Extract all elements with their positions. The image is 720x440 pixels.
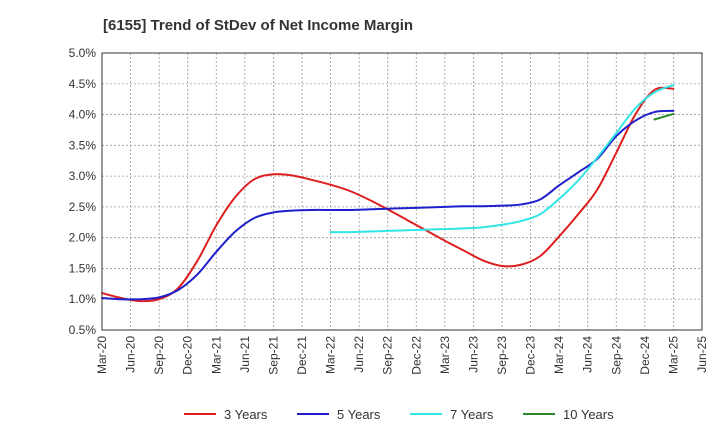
x-tick-label: Dec-21 bbox=[295, 336, 309, 375]
x-tick-label: Dec-20 bbox=[181, 336, 195, 375]
y-tick-label: 4.0% bbox=[69, 108, 97, 122]
x-tick-label: Mar-25 bbox=[666, 336, 680, 374]
legend-item-3-years: 3 Years bbox=[184, 407, 268, 422]
x-tick-label: Dec-23 bbox=[524, 336, 538, 375]
series-line-7-years bbox=[329, 84, 675, 234]
legend: 3 Years 5 Years 7 Years 10 Years bbox=[184, 407, 614, 422]
plot-background bbox=[102, 53, 702, 330]
x-tick-label: Sep-24 bbox=[609, 336, 623, 375]
x-tick-label: Jun-21 bbox=[238, 336, 252, 373]
y-tick-label: 1.0% bbox=[69, 292, 97, 306]
x-tick-label: Mar-21 bbox=[209, 336, 223, 374]
x-tick-label: Dec-24 bbox=[638, 336, 652, 375]
x-tick-label: Sep-20 bbox=[152, 336, 166, 375]
x-tick-label: Mar-24 bbox=[552, 336, 566, 374]
x-tick-label: Sep-22 bbox=[381, 336, 395, 375]
x-tick-label: Jun-24 bbox=[581, 336, 595, 373]
legend-label: 3 Years bbox=[224, 407, 268, 422]
y-tick-label: 0.5% bbox=[69, 323, 97, 337]
x-tick-label: Jun-22 bbox=[352, 336, 366, 373]
y-tick-label: 3.5% bbox=[69, 138, 97, 152]
plot-area bbox=[102, 53, 702, 330]
legend-label: 5 Years bbox=[337, 407, 381, 422]
legend-item-7-years: 7 Years bbox=[410, 407, 494, 422]
y-axis: 0.5% 1.0% 1.5% 2.0% 2.5% 3.0% 3.5% 4.0% 4.5% 5.0% bbox=[69, 46, 97, 337]
y-tick-label: 4.5% bbox=[69, 77, 97, 91]
x-tick-label: Mar-22 bbox=[324, 336, 338, 374]
plot-border bbox=[101, 52, 703, 331]
x-tick-label: Dec-22 bbox=[409, 336, 423, 375]
x-tick-label: Sep-21 bbox=[266, 336, 280, 375]
x-tick-label: Sep-23 bbox=[495, 336, 509, 375]
legend-label: 10 Years bbox=[563, 407, 614, 422]
legend-item-10-years: 10 Years bbox=[523, 407, 614, 422]
series-line-10-years bbox=[653, 112, 675, 121]
y-tick-label: 5.0% bbox=[69, 46, 97, 60]
x-axis: Mar-20 Jun-20 Sep-20 Dec-20 Mar-21 Jun-21 Sep-… bbox=[95, 336, 709, 375]
series-layer bbox=[101, 84, 675, 303]
y-tick-label: 2.5% bbox=[69, 200, 97, 214]
x-tick-label: Jun-20 bbox=[124, 336, 138, 373]
x-tick-label: Mar-20 bbox=[95, 336, 109, 374]
y-tick-label: 1.5% bbox=[69, 261, 97, 275]
y-tick-label: 3.0% bbox=[69, 169, 97, 183]
legend-label: 7 Years bbox=[450, 407, 494, 422]
x-tick-label: Jun-23 bbox=[466, 336, 480, 373]
x-tick-label: Jun-25 bbox=[695, 336, 709, 373]
legend-item-5-years: 5 Years bbox=[297, 407, 381, 422]
y-tick-label: 2.0% bbox=[69, 231, 97, 245]
series-line-5-years bbox=[101, 109, 675, 301]
chart-title: [6155] Trend of StDev of Net Income Marg… bbox=[103, 17, 413, 34]
x-tick-label: Mar-23 bbox=[438, 336, 452, 374]
